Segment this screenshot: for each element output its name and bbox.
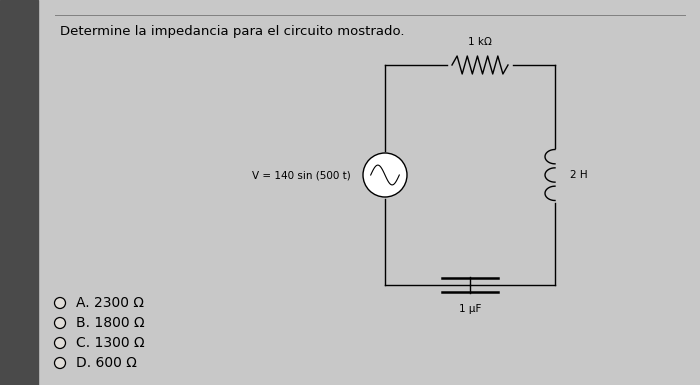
Circle shape bbox=[55, 298, 66, 308]
Text: D. 600 Ω: D. 600 Ω bbox=[76, 356, 136, 370]
Circle shape bbox=[55, 338, 66, 348]
Text: C. 1300 Ω: C. 1300 Ω bbox=[76, 336, 144, 350]
Text: B. 1800 Ω: B. 1800 Ω bbox=[76, 316, 144, 330]
Circle shape bbox=[55, 358, 66, 368]
Text: A. 2300 Ω: A. 2300 Ω bbox=[76, 296, 144, 310]
Text: 1 μF: 1 μF bbox=[458, 304, 481, 314]
Circle shape bbox=[363, 153, 407, 197]
Circle shape bbox=[55, 318, 66, 328]
Text: Determine la impedancia para el circuito mostrado.: Determine la impedancia para el circuito… bbox=[60, 25, 405, 38]
Text: 2 H: 2 H bbox=[570, 170, 587, 180]
Bar bbox=[0, 0, 38, 385]
Text: V = 140 sin (500 t): V = 140 sin (500 t) bbox=[252, 170, 351, 180]
Text: 1 kΩ: 1 kΩ bbox=[468, 37, 492, 47]
